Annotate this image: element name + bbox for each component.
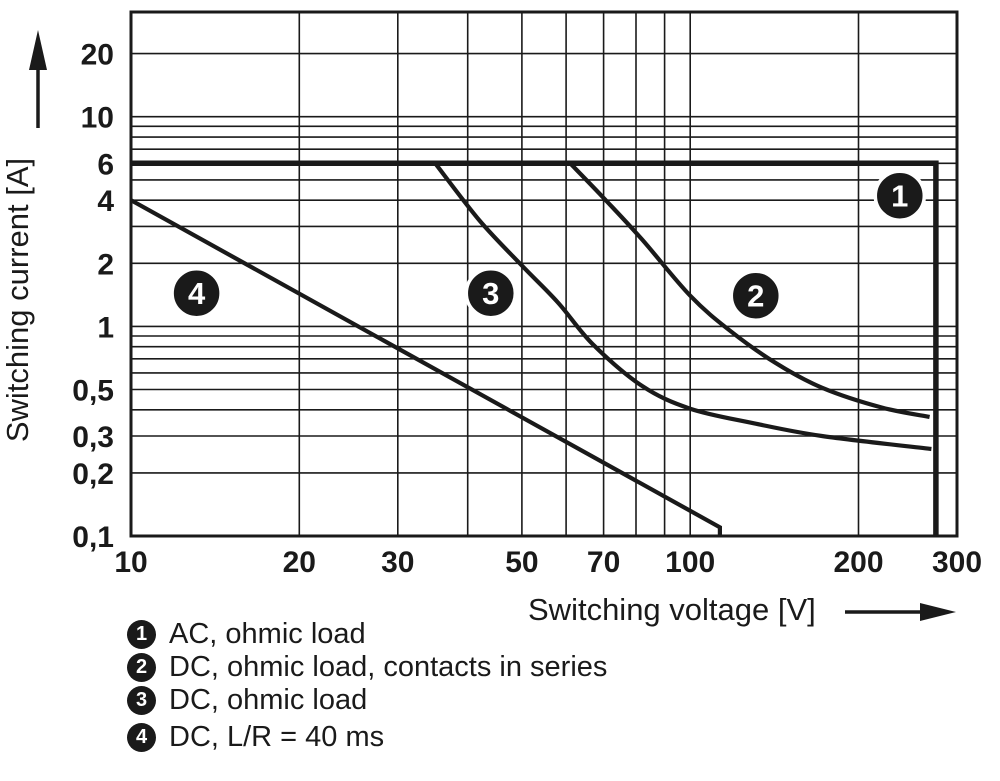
- y-tick-6: 6: [97, 148, 114, 181]
- y-axis-arrow-icon: [29, 30, 47, 128]
- x-axis-title: Switching voltage [V]: [528, 592, 816, 627]
- curve-marker-number: 3: [482, 276, 499, 311]
- curve-4: [129, 198, 722, 536]
- curve-marker-circle-4: [170, 266, 223, 320]
- y-tick-0,1: 0,1: [72, 521, 114, 554]
- curve-marker-circle-1: [873, 169, 927, 222]
- curve-marker-number: 2: [747, 279, 764, 314]
- curve-marker-number: 4: [188, 276, 206, 311]
- x-axis-arrow-icon: [845, 603, 956, 621]
- curve-marker-number: 1: [891, 179, 908, 214]
- x-tick-30: 30: [381, 546, 414, 579]
- x-arrowhead-icon: [920, 603, 956, 621]
- y-tick-0,5: 0,5: [72, 375, 114, 408]
- x-tick-200: 200: [833, 546, 883, 579]
- y-tick-0,2: 0,2: [72, 458, 114, 491]
- x-tick-300: 300: [932, 546, 982, 579]
- y-tick-1: 1: [97, 311, 114, 344]
- y-tick-2: 2: [97, 248, 114, 281]
- y-tick-20: 20: [81, 39, 114, 72]
- y-tick-10: 10: [81, 102, 114, 135]
- curve-2: [568, 161, 931, 419]
- curve-1: [131, 160, 939, 536]
- plot-frame: [129, 10, 959, 538]
- y-arrowhead-icon: [29, 30, 47, 70]
- y-axis-title: Switching current [A]: [0, 157, 35, 443]
- x-tick-20: 20: [283, 546, 316, 579]
- curve-marker-circle-2: [729, 269, 783, 322]
- curve-marker-2: 2: [729, 269, 783, 322]
- curve-marker-4: 4: [170, 266, 223, 320]
- y-tick-0,3: 0,3: [72, 421, 114, 454]
- x-tick-50: 50: [505, 546, 538, 579]
- x-tick-100: 100: [665, 546, 715, 579]
- curve-3: [433, 162, 932, 452]
- x-tick-10: 10: [114, 546, 147, 579]
- curve-marker-circle-3: [464, 266, 518, 320]
- curve-marker-1: 1: [873, 169, 927, 222]
- x-tick-70: 70: [587, 546, 620, 579]
- y-tick-4: 4: [97, 185, 114, 218]
- curve-marker-3: 3: [464, 266, 518, 320]
